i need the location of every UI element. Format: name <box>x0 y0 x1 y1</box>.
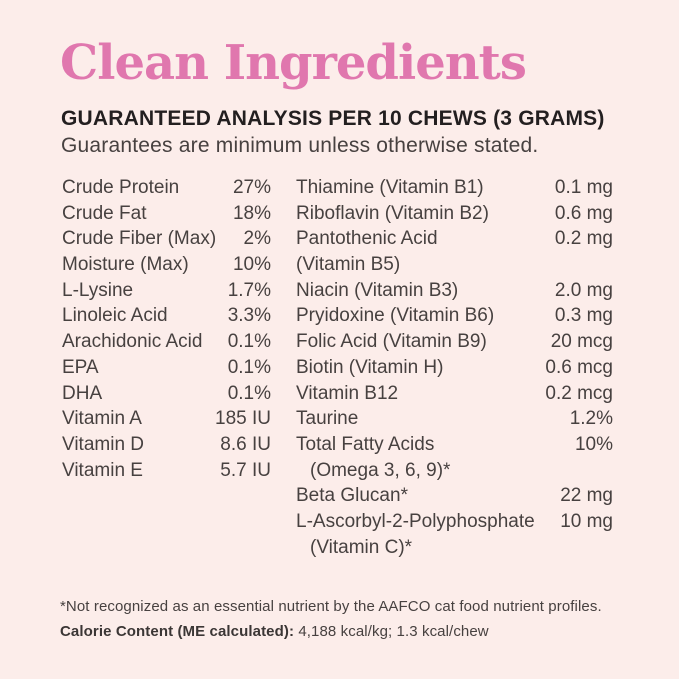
nutrient-label: Biotin (Vitamin H) <box>296 356 444 378</box>
aafco-footnote: *Not recognized as an essential nutrient… <box>60 598 602 615</box>
analysis-column-right: Thiamine (Vitamin B1) 0.1 mg Riboflavin (V… <box>296 175 613 560</box>
table-row: Pryidoxine (Vitamin B6) 0.3 mg <box>296 303 613 329</box>
nutrient-label: Vitamin B12 <box>296 382 399 404</box>
table-row: (Omega 3, 6, 9)* <box>296 458 613 484</box>
table-row: Thiamine (Vitamin B1) 0.1 mg <box>296 175 613 201</box>
nutrient-value: 0.1 mg <box>554 177 613 198</box>
table-row: Total Fatty Acids 10% <box>296 432 613 458</box>
analysis-column-left: Crude Protein 27% Crude Fat 18% Crude Fiber … <box>62 175 271 560</box>
table-row: DHA 0.1% <box>62 381 271 407</box>
table-row: Beta Glucan* 22 mg <box>296 483 613 509</box>
nutrient-value: 0.2 mcg <box>545 382 613 404</box>
nutrient-label: Pryidoxine (Vitamin B6) <box>296 305 495 327</box>
nutrient-label: L-Ascorbyl-2-Polyphosphate <box>296 510 535 532</box>
table-row: Moisture (Max) 10% <box>62 252 271 278</box>
nutrient-label: Total Fatty Acids <box>296 433 435 455</box>
nutrient-label: Vitamin A <box>62 408 142 430</box>
table-row: Taurine 1.2% <box>296 406 613 432</box>
nutrient-value: 0.1% <box>227 382 271 404</box>
table-row: Niacin (Vitamin B3) 2.0 mg <box>296 278 613 304</box>
nutrient-label: (Omega 3, 6, 9)* <box>310 459 451 481</box>
nutrient-label: Folic Acid (Vitamin B9) <box>296 331 487 353</box>
nutrient-label: Moisture (Max) <box>62 254 189 276</box>
table-row: Crude Fat 18% <box>62 201 271 227</box>
nutrient-label: Thiamine (Vitamin B1) <box>296 177 484 198</box>
table-row: Crude Protein 27% <box>62 175 271 201</box>
table-row: Biotin (Vitamin H) 0.6 mcg <box>296 355 613 381</box>
table-row: Vitamin A 185 IU <box>62 406 271 432</box>
nutrient-value: 0.6 mg <box>554 202 613 224</box>
nutrient-label: Linoleic Acid <box>62 305 168 327</box>
nutrient-value: 10% <box>232 254 271 276</box>
page-title: Clean Ingredients <box>60 35 527 91</box>
table-row: Linoleic Acid 3.3% <box>62 303 271 329</box>
nutrient-label: (Vitamin B5) <box>296 254 401 276</box>
nutrient-label: Beta Glucan* <box>296 485 408 507</box>
table-row: L-Ascorbyl-2-Polyphosphate 10 mg <box>296 509 613 535</box>
nutrient-value: 1.7% <box>227 279 271 301</box>
nutrient-label: Taurine <box>296 408 359 430</box>
table-row: Riboflavin (Vitamin B2) 0.6 mg <box>296 201 613 227</box>
nutrient-value: 10 mg <box>560 510 613 532</box>
nutrient-value: 27% <box>232 177 271 198</box>
nutrient-label: Vitamin E <box>62 459 143 481</box>
nutrient-value: 1.2% <box>569 408 613 430</box>
table-row: (Vitamin C)* <box>296 535 613 561</box>
nutrient-value: 5.7 IU <box>220 459 271 481</box>
nutrient-value: 20 mcg <box>550 331 613 353</box>
nutrient-label: (Vitamin C)* <box>310 536 413 558</box>
nutrient-value: 3.3% <box>227 305 271 327</box>
nutrient-value: 2.0 mg <box>554 279 613 301</box>
nutrient-label: DHA <box>62 382 103 404</box>
nutrient-value: 18% <box>232 202 271 224</box>
table-row: Pantothenic Acid 0.2 mg <box>296 226 613 252</box>
nutrient-label: Crude Fiber (Max) <box>62 228 217 250</box>
table-row: Arachidonic Acid 0.1% <box>62 329 271 355</box>
nutrient-label: Crude Protein <box>62 177 180 198</box>
table-row: EPA 0.1% <box>62 355 271 381</box>
table-row: L-Lysine 1.7% <box>62 278 271 304</box>
table-row: Crude Fiber (Max) 2% <box>62 226 271 252</box>
nutrient-value: 2% <box>243 228 271 250</box>
table-row: Vitamin D 8.6 IU <box>62 432 271 458</box>
nutrient-value: 22 mg <box>560 485 613 507</box>
nutrient-label: Crude Fat <box>62 202 147 224</box>
nutrient-value: 8.6 IU <box>220 433 271 455</box>
guarantees-subheading: Guarantees are minimum unless otherwise … <box>61 134 539 157</box>
nutrient-value: 185 IU <box>215 408 271 430</box>
calorie-content-value: 4,188 kcal/kg; 1.3 kcal/chew <box>294 623 489 640</box>
guaranteed-analysis-heading: GUARANTEED ANALYSIS PER 10 CHEWS (3 GRAM… <box>61 107 605 130</box>
table-row: Vitamin B12 0.2 mcg <box>296 381 613 407</box>
table-row: Vitamin E 5.7 IU <box>62 458 271 484</box>
nutrient-label: Niacin (Vitamin B3) <box>296 279 459 301</box>
nutrient-label: EPA <box>62 356 99 378</box>
nutrient-label: Vitamin D <box>62 433 145 455</box>
analysis-table: Crude Protein 27% Crude Fat 18% Crude Fiber … <box>62 175 613 560</box>
nutrient-value: 0.6 mcg <box>545 356 613 378</box>
table-row: (Vitamin B5) <box>296 252 613 278</box>
nutrient-label: Arachidonic Acid <box>62 331 203 353</box>
nutrient-value: 10% <box>574 433 613 455</box>
nutrient-label: Pantothenic Acid <box>296 228 438 250</box>
nutrient-value: 0.1% <box>227 331 271 353</box>
nutrient-value: 0.2 mg <box>554 228 613 250</box>
nutrient-label: Riboflavin (Vitamin B2) <box>296 202 489 224</box>
nutrient-label: L-Lysine <box>62 279 134 301</box>
calorie-content-line: Calorie Content (ME calculated): 4,188 k… <box>60 623 489 640</box>
nutrient-value: 0.3 mg <box>554 305 613 327</box>
calorie-content-label: Calorie Content (ME calculated): <box>60 623 295 640</box>
nutrient-value: 0.1% <box>227 356 271 378</box>
table-row: Folic Acid (Vitamin B9) 20 mcg <box>296 329 613 355</box>
